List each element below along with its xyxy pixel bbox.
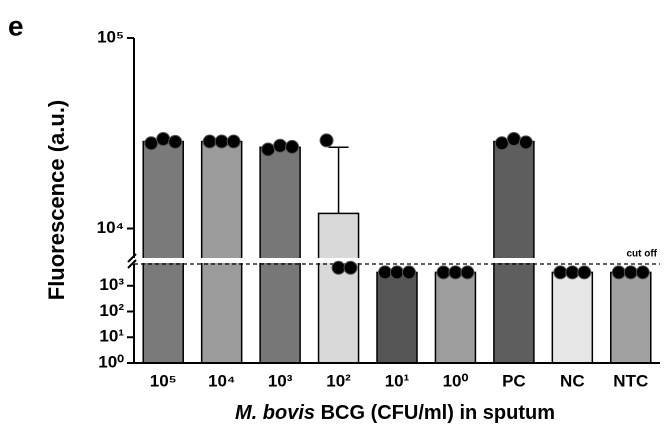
bar <box>259 146 301 364</box>
data-point <box>611 265 626 280</box>
bar <box>317 212 360 364</box>
data-point <box>285 139 300 154</box>
y-tick-label: 10¹ <box>99 327 124 346</box>
bar <box>493 140 535 364</box>
data-point <box>635 265 650 280</box>
data-point <box>436 265 451 280</box>
x-tick-label: PC <box>502 371 526 390</box>
x-axis-label: M. bovis BCG (CFU/ml) in sputum <box>235 402 555 424</box>
bar <box>434 271 477 364</box>
data-point <box>168 134 183 149</box>
x-tick-label: 10⁰ <box>443 371 469 390</box>
y-tick-label: 10⁴ <box>97 218 124 237</box>
data-point <box>553 265 568 280</box>
x-tick-label: 10⁵ <box>150 371 177 390</box>
data-point <box>623 265 638 280</box>
bar <box>610 271 652 364</box>
axis-break <box>122 258 660 263</box>
y-tick-label: 10² <box>99 301 124 320</box>
break-mark <box>127 259 137 269</box>
data-point <box>202 134 217 149</box>
data-point <box>390 265 404 280</box>
bar <box>376 271 418 364</box>
data-point <box>156 131 171 146</box>
x-tick-label: 10³ <box>268 371 293 390</box>
data-point <box>448 265 463 280</box>
y-axis-label: Fluorescence (a.u.) <box>44 100 69 301</box>
bar <box>200 140 243 364</box>
cutoff-label: cut off <box>626 249 657 260</box>
data-point <box>577 265 592 280</box>
data-point <box>378 265 392 280</box>
data-point <box>343 260 358 275</box>
x-tick-label: 10¹ <box>385 371 410 390</box>
break-mark <box>127 253 137 263</box>
data-point <box>331 260 346 275</box>
x-axis-label-italic: M. bovis <box>235 402 315 424</box>
data-point <box>319 133 334 148</box>
data-point <box>402 265 416 280</box>
data-point <box>226 134 241 149</box>
y-tick-label: 10⁵ <box>97 27 124 46</box>
y-tick-label: 10³ <box>99 275 124 294</box>
data-point <box>494 136 509 151</box>
bar <box>142 140 184 364</box>
data-point <box>518 135 533 150</box>
x-tick-label: NTC <box>613 371 648 390</box>
bar <box>551 271 594 364</box>
data-point <box>261 142 276 157</box>
y-tick-label: 10⁰ <box>98 352 124 371</box>
data-point <box>506 131 521 146</box>
x-tick-label: NC <box>560 371 585 390</box>
data-point <box>144 136 159 151</box>
data-point <box>565 265 580 280</box>
x-tick-label: 10² <box>326 371 351 390</box>
data-point <box>214 134 229 149</box>
data-point <box>460 265 475 280</box>
x-tick-label: 10⁴ <box>208 371 235 390</box>
x-axis-label-rest: BCG (CFU/ml) in sputum <box>315 402 555 424</box>
data-point <box>273 138 288 153</box>
panel-label: e <box>8 10 24 41</box>
